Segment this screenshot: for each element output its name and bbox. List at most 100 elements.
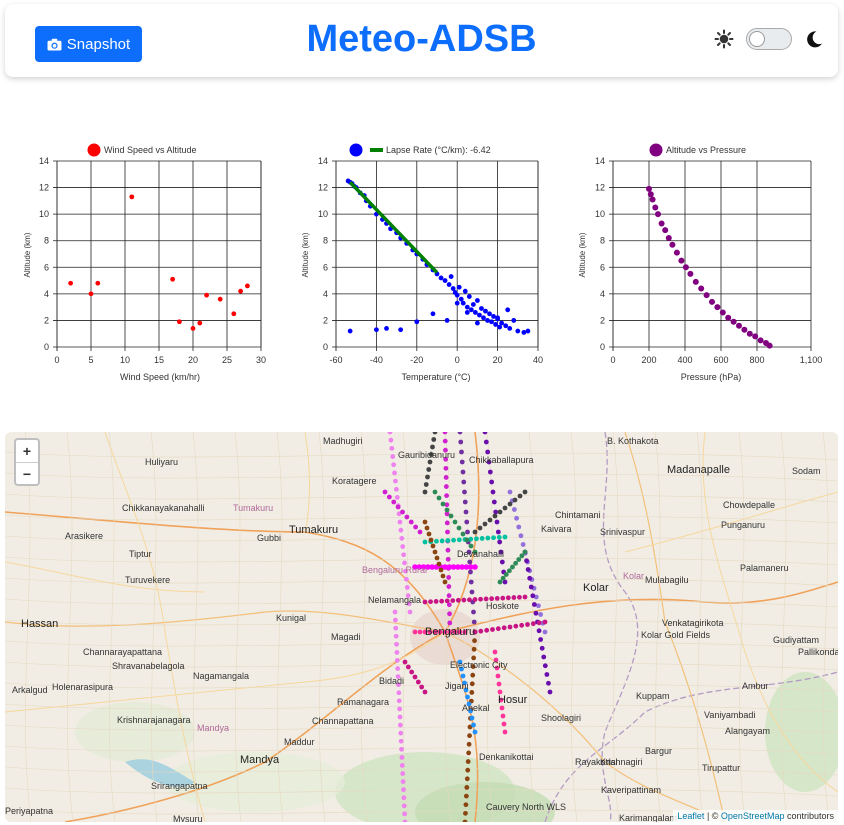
flight-track-point — [464, 785, 470, 790]
data-point — [725, 314, 732, 321]
flight-map[interactable]: Madhugiri B. Kothakota Huliyaru Gauribidanu… — [5, 432, 838, 822]
flight-track-point — [530, 593, 536, 599]
zoom-in-button[interactable]: + — [22, 443, 32, 459]
zoom-out-button[interactable]: − — [16, 462, 38, 484]
flight-track-point — [402, 811, 408, 817]
flight-track-point — [527, 575, 533, 581]
data-point — [448, 274, 454, 279]
flight-track-point — [402, 659, 408, 665]
header-bar: Snapshot Meteo-ADSB — [5, 4, 838, 77]
data-point — [658, 220, 665, 227]
flight-track-point — [538, 612, 544, 617]
minor-road — [5, 598, 838, 608]
data-point — [204, 292, 210, 298]
x-tick-label: 30 — [256, 355, 266, 365]
flight-track-point — [420, 564, 427, 570]
map-place-label: Denkanikottai — [479, 752, 534, 762]
map-place-label: Nelamangala — [368, 595, 422, 605]
flight-track-point — [432, 549, 438, 555]
data-point — [505, 307, 511, 313]
flight-track-point — [452, 519, 458, 525]
flight-track-point — [461, 479, 467, 485]
flight-track-point — [474, 536, 479, 542]
x-tick-label: -20 — [410, 355, 423, 365]
flight-track-point — [533, 610, 539, 616]
flight-track-point — [486, 459, 492, 465]
flight-track-point — [483, 596, 489, 602]
flight-track-point — [386, 494, 392, 500]
flight-track-point — [422, 519, 428, 525]
moon-icon — [807, 31, 822, 48]
forest-area — [75, 702, 195, 762]
flight-track-point — [393, 633, 399, 639]
sun-icon — [714, 29, 734, 49]
y-tick-label: 6 — [600, 262, 605, 272]
flight-track-point — [522, 594, 528, 600]
osm-link[interactable]: OpenStreetMap — [720, 811, 785, 821]
legend-wind: Wind Speed vs Altitude — [104, 145, 197, 155]
flight-track-point — [491, 535, 496, 541]
flight-track-point — [542, 663, 548, 669]
minor-road — [654, 432, 662, 822]
flight-track-point — [416, 564, 423, 570]
leaflet-link[interactable]: Leaflet — [677, 811, 705, 821]
data-point — [646, 185, 652, 192]
minor-road — [5, 619, 838, 629]
flight-track-point — [432, 629, 438, 635]
flight-track-point — [495, 626, 501, 632]
flight-track-point — [536, 603, 541, 609]
data-point — [446, 282, 452, 287]
flight-track-point — [538, 637, 544, 642]
flight-track-point — [455, 597, 461, 603]
flight-track-point — [440, 501, 446, 507]
data-point — [525, 328, 531, 334]
flight-track-point — [466, 750, 472, 756]
flight-track-point — [472, 729, 478, 735]
minor-road — [5, 640, 838, 650]
flight-track-point — [422, 689, 428, 695]
flight-track-point — [391, 499, 397, 505]
flight-track-point — [539, 645, 545, 651]
flight-track-point — [513, 623, 519, 629]
x-axis-label-pressure: Pressure (hPa) — [681, 372, 742, 382]
snapshot-button[interactable]: Snapshot — [35, 26, 142, 62]
map-place-label: Anekal — [462, 703, 490, 713]
flight-track-point — [407, 609, 413, 615]
data-point — [736, 322, 742, 329]
data-point — [454, 292, 460, 298]
y-tick-label: 6 — [323, 262, 328, 272]
flight-track-point — [444, 511, 450, 517]
flight-track-point — [469, 589, 475, 595]
data-point — [692, 278, 699, 285]
map-place-label: Mandya — [197, 723, 230, 733]
flight-track-point — [465, 529, 470, 535]
map-place-label: Krishnagiri — [600, 757, 643, 767]
map-place-label: Mulabagilu — [645, 575, 689, 585]
flight-track-point — [446, 602, 452, 608]
flight-track-point — [402, 819, 408, 822]
flight-track-point — [439, 598, 445, 604]
flight-track-point — [401, 552, 407, 558]
flight-track-point — [445, 529, 450, 535]
flight-track-point — [387, 432, 393, 435]
map-place-label: Tumakuru — [289, 524, 339, 536]
flight-track-point — [450, 598, 456, 604]
data-point — [475, 320, 480, 326]
map-place-label: Madanapalle — [667, 464, 730, 476]
flight-track-point — [447, 629, 453, 635]
data-point — [669, 241, 676, 248]
flight-track-point — [544, 672, 550, 677]
data-point — [655, 211, 661, 218]
minor-road — [5, 451, 838, 461]
x-tick-label: 400 — [677, 355, 692, 365]
map-place-label: Mysuru — [173, 814, 203, 822]
flight-track-point — [401, 803, 407, 809]
flight-track-point — [456, 537, 462, 543]
data-point — [489, 319, 494, 325]
dark-mode-toggle[interactable] — [746, 28, 792, 50]
flight-track-point — [485, 535, 491, 541]
flight-track-point — [471, 646, 477, 652]
zoom-control: + − — [14, 438, 40, 486]
flight-track-point — [460, 531, 466, 537]
map-attribution: Leaflet | © OpenStreetMap contributors — [673, 810, 838, 822]
